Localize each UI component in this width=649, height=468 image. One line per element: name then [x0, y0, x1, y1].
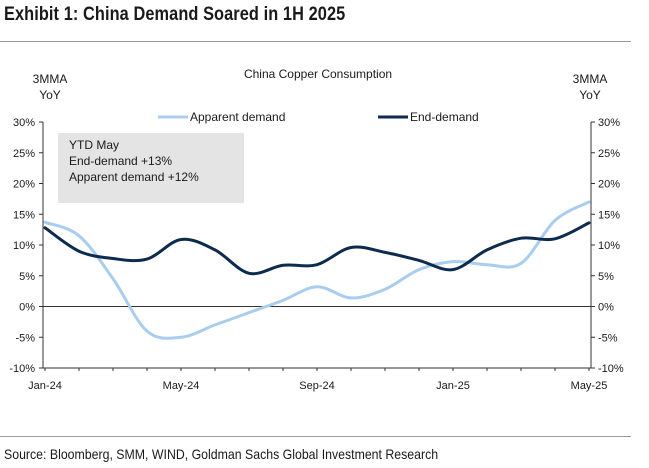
y-tick-label-right: 5%	[598, 271, 614, 283]
y-tick-label-right: -5%	[598, 332, 618, 344]
x-tick-label: Jan-24	[28, 380, 62, 392]
axes: -10% -10% -5% -5% 0% 0% 5% 5% 10% 10% 15% 15% 20% 20%…	[9, 117, 624, 392]
x-tick-label: Sep-24	[299, 380, 334, 392]
annotation-line-1: YTD May	[69, 138, 119, 152]
series-line-end-demand	[43, 221, 591, 276]
y-axis-label-left-line2: YoY	[39, 88, 61, 102]
y-tick-label-right: -10%	[598, 363, 624, 375]
title-divider	[0, 41, 631, 42]
legend-label-apparent-demand: Apparent demand	[190, 110, 285, 124]
x-tick-label: May-24	[163, 380, 200, 392]
y-axis-label-left-line1: 3MMA	[33, 72, 68, 86]
legend: Apparent demand End-demand	[158, 110, 479, 124]
series-line-apparent-demand	[43, 200, 591, 340]
chart-svg: China Copper Consumption 3MMA YoY 3MMA Y…	[9, 67, 624, 392]
y-tick-label-left: 30%	[13, 117, 35, 129]
source-divider	[0, 436, 631, 437]
source-note: Source: Bloomberg, SMM, WIND, Goldman Sa…	[4, 446, 439, 462]
y-tick-label-right: 30%	[598, 117, 620, 129]
y-tick-label-right: 25%	[598, 148, 620, 160]
y-axis-label-right-line1: 3MMA	[573, 72, 608, 86]
chart-title: China Copper Consumption	[244, 67, 392, 81]
y-tick-label-left: -5%	[15, 332, 35, 344]
y-tick-label-left: 0%	[19, 302, 35, 314]
y-tick-label-right: 20%	[598, 179, 620, 191]
y-axis-label-right-line2: YoY	[579, 88, 601, 102]
y-tick-label-left: 10%	[13, 240, 35, 252]
annotation-box: YTD May End-demand +13% Apparent demand …	[58, 133, 244, 203]
y-tick-label-right: 10%	[598, 240, 620, 252]
annotation-background	[58, 133, 244, 203]
x-tick-label: Jan-25	[436, 380, 470, 392]
x-tick-label: May-25	[571, 380, 608, 392]
y-tick-label-left: 15%	[13, 209, 35, 221]
y-tick-label-left: -10%	[9, 363, 35, 375]
y-tick-label-left: 20%	[13, 179, 35, 191]
exhibit-title: Exhibit 1: China Demand Soared in 1H 202…	[4, 4, 346, 25]
y-tick-label-left: 25%	[13, 148, 35, 160]
annotation-line-3: Apparent demand +12%	[69, 170, 199, 184]
y-tick-label-right: 15%	[598, 209, 620, 221]
annotation-line-2: End-demand +13%	[69, 154, 172, 168]
series-layer	[43, 200, 591, 340]
y-tick-label-left: 5%	[19, 271, 35, 283]
legend-label-end-demand: End-demand	[410, 110, 479, 124]
y-tick-label-right: 0%	[598, 302, 614, 314]
